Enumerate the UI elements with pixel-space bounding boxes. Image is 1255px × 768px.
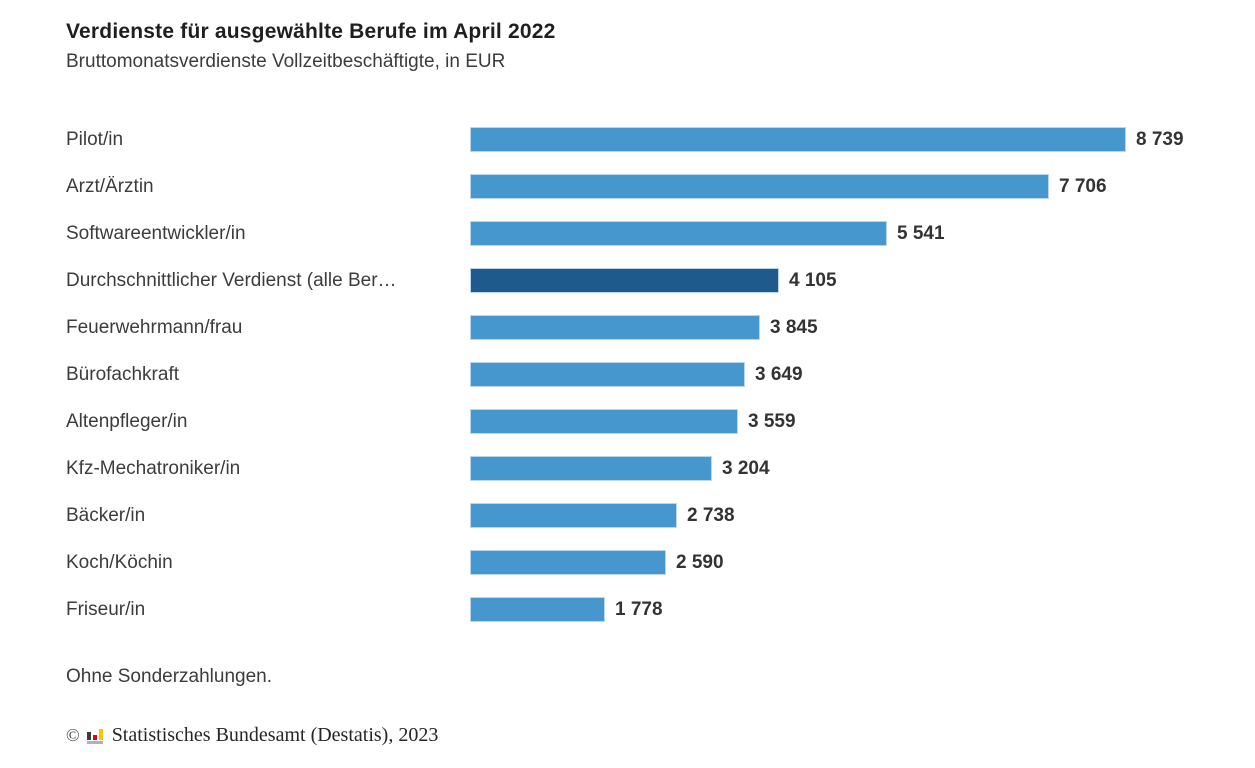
- bar-label: Softwareentwickler/in: [66, 222, 246, 244]
- chart-title: Verdienste für ausgewählte Berufe im Apr…: [66, 20, 556, 43]
- bar-label: Arzt/Ärztin: [66, 175, 154, 197]
- bar-label: Bäcker/in: [66, 504, 146, 526]
- bar: [470, 550, 666, 575]
- bar-row: Feuerwehrmann/frau 3 845: [66, 304, 1184, 351]
- bar-highlight: [470, 268, 779, 293]
- chart-header: Verdienste für ausgewählte Berufe im Apr…: [66, 20, 555, 73]
- bar-row: Pilot/in 8 739: [66, 116, 1184, 163]
- footnote: Ohne Sonderzahlungen.: [66, 666, 272, 687]
- bar-chart: Pilot/in 8 739 Arzt/Ärztin 7 706 Softwareent…: [66, 116, 1184, 633]
- bar: [470, 315, 760, 340]
- bar-label: Pilot/in: [66, 128, 124, 150]
- copyright-line: © Statistisches Bundesamt (Destatis), 20…: [66, 724, 438, 747]
- bar-label: Altenpfleger/in: [66, 410, 188, 432]
- bar-value: 3 559: [748, 410, 796, 432]
- bar-value: 2 590: [676, 551, 724, 573]
- bar-row: Arzt/Ärztin 7 706: [66, 163, 1184, 210]
- bar-value: 8 739: [1136, 128, 1184, 150]
- bar-row: Durchschnittlicher Verdienst (alle Ber… 4…: [66, 257, 1184, 304]
- bar-value: 1 778: [615, 598, 663, 620]
- bar-value: 3 649: [755, 363, 803, 385]
- bar: [470, 127, 1126, 152]
- bar-row: Bäcker/in 2 738: [66, 492, 1184, 539]
- bar: [470, 221, 887, 246]
- bar-label: Friseur/in: [66, 598, 146, 620]
- bar-row: Bürofachkraft 3 649: [66, 351, 1184, 398]
- bar-label: Kfz-Mechatroniker/in: [66, 457, 241, 479]
- bar-value: 3 845: [770, 316, 818, 338]
- bar: [470, 409, 738, 434]
- bar-value: 5 541: [897, 222, 945, 244]
- bar: [470, 362, 745, 387]
- bar-value: 3 204: [722, 457, 770, 479]
- bar: [470, 174, 1049, 199]
- bar-value: 2 738: [687, 504, 735, 526]
- bar-value: 4 105: [789, 269, 837, 291]
- bar: [470, 456, 712, 481]
- bar-value: 7 706: [1059, 175, 1107, 197]
- bar-label: Bürofachkraft: [66, 363, 179, 385]
- bar-row: Altenpfleger/in 3 559: [66, 398, 1184, 445]
- copyright-text: Statistisches Bundesamt (Destatis), 2023: [111, 724, 439, 746]
- bar: [470, 503, 677, 528]
- bar-row: Softwareentwickler/in 5 541: [66, 210, 1184, 257]
- destatis-bar-chart-logo-icon: [86, 726, 105, 745]
- bar-row: Koch/Köchin 2 590: [66, 539, 1184, 586]
- chart-subtitle: Bruttomonatsverdienste Vollzeitbeschäfti…: [66, 51, 506, 72]
- bar-label: Durchschnittlicher Verdienst (alle Ber…: [66, 269, 397, 291]
- bar-row: Kfz-Mechatroniker/in 3 204: [66, 445, 1184, 492]
- bar-label: Koch/Köchin: [66, 551, 173, 573]
- copyright-icon: ©: [66, 725, 80, 745]
- bar: [470, 597, 605, 622]
- bar-row: Friseur/in 1 778: [66, 586, 1184, 633]
- bar-label: Feuerwehrmann/frau: [66, 316, 243, 338]
